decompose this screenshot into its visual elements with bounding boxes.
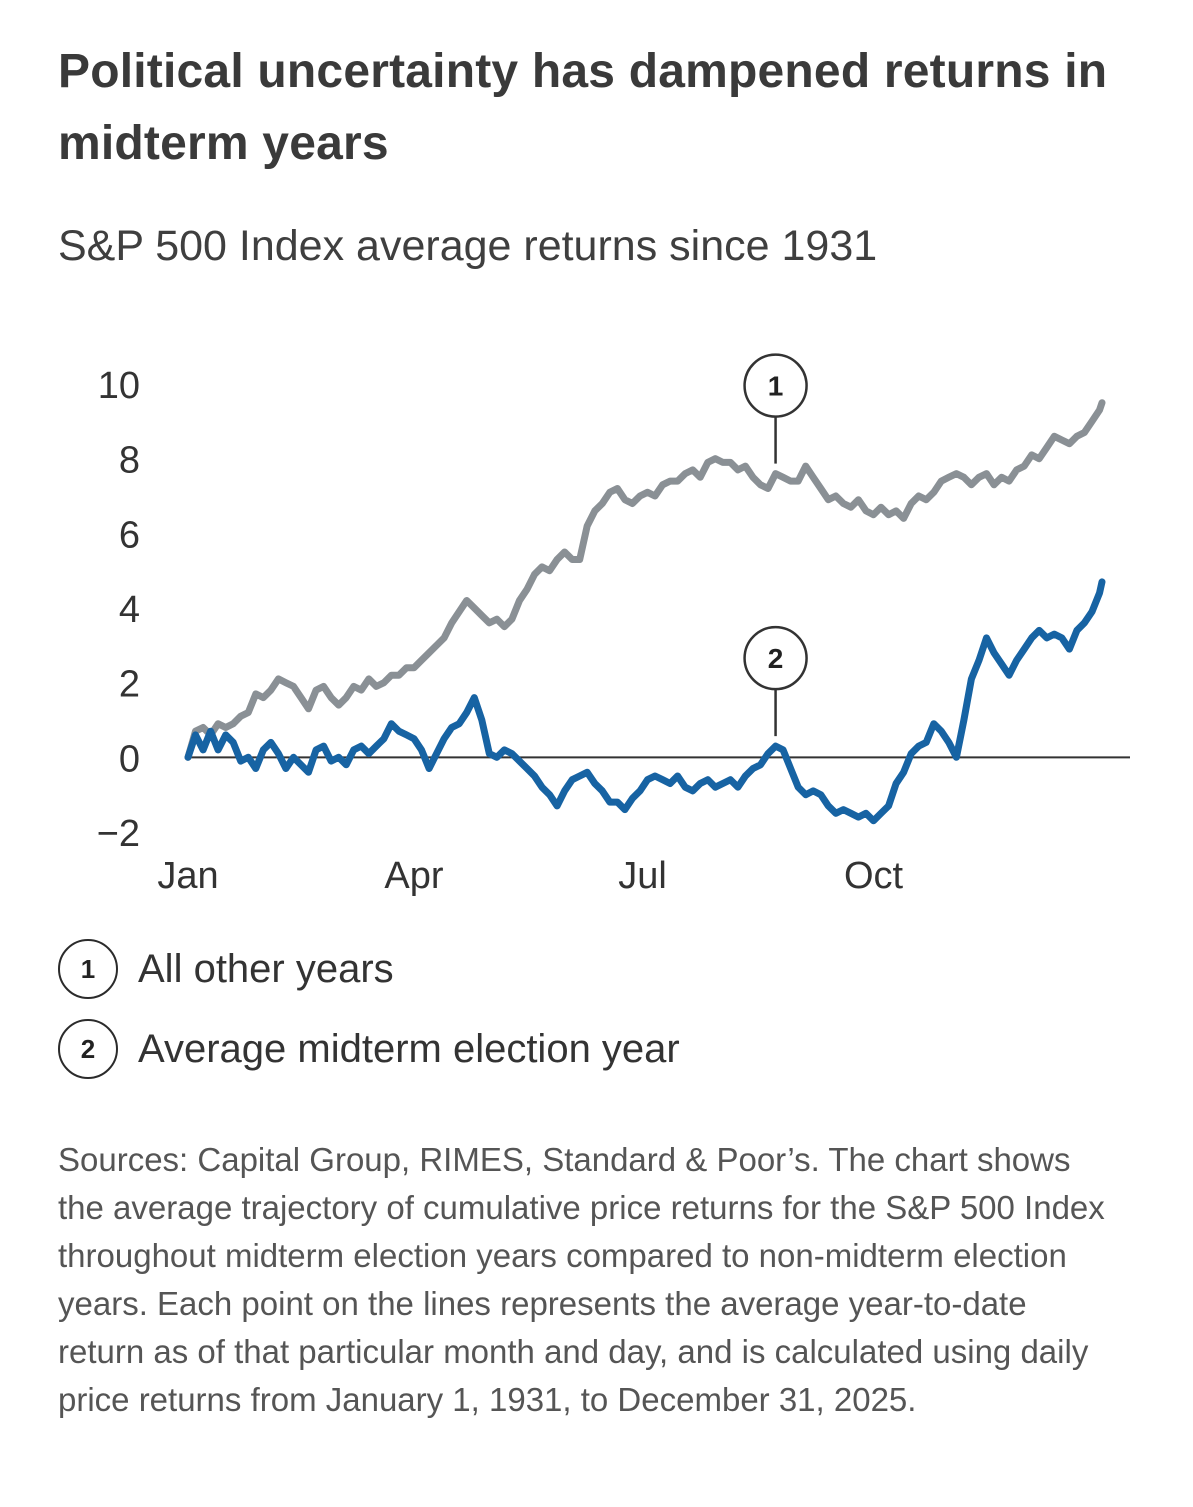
legend-badge-1: 1 [58,939,118,999]
legend-label-all-other-years: All other years [138,946,394,991]
y-tick-label-2: 6 [119,514,140,556]
legend-item-all-other-years: 1 All other years [58,936,680,1002]
y-tick-label-6: −2 [97,813,140,855]
legend-badge-2: 2 [58,1019,118,1079]
x-axis: Jan Apr Jul Oct [157,855,903,897]
chart-title: Political uncertainty has dampened retur… [58,45,1108,170]
y-tick-label-0: 10 [98,365,140,407]
legend-item-midterm-year: 2 Average midterm election year [58,1016,680,1082]
x-tick-label-apr: Apr [384,855,443,897]
y-axis: 10 8 6 4 2 0 −2 [97,365,140,855]
x-tick-label-jul: Jul [618,855,667,897]
callout-circle-1 [743,353,808,418]
series-line-all-other-years [184,399,1106,761]
series-layer [184,399,1106,825]
x-tick-label-jan: Jan [157,855,218,897]
callout-circle-2 [743,625,808,691]
y-tick-label-4: 2 [119,664,140,706]
legend-label-midterm-year: Average midterm election year [138,1026,680,1071]
callout-label-1: 1 [768,371,784,402]
chart-subtitle: S&P 500 Index average returns since 1931 [58,222,878,270]
y-tick-label-1: 8 [119,440,140,482]
series-line-average-midterm-election-year [184,578,1106,825]
source-notes: Sources: Capital Group, RIMES, Standard … [58,1141,1105,1418]
x-tick-label-oct: Oct [844,855,904,897]
callout-label-2: 2 [768,643,784,674]
y-tick-label-3: 4 [119,589,140,631]
y-tick-label-5: 0 [119,738,140,780]
legend: 1 All other years 2 Average midterm elec… [58,936,680,1096]
callout-layer: 12 [743,353,808,737]
